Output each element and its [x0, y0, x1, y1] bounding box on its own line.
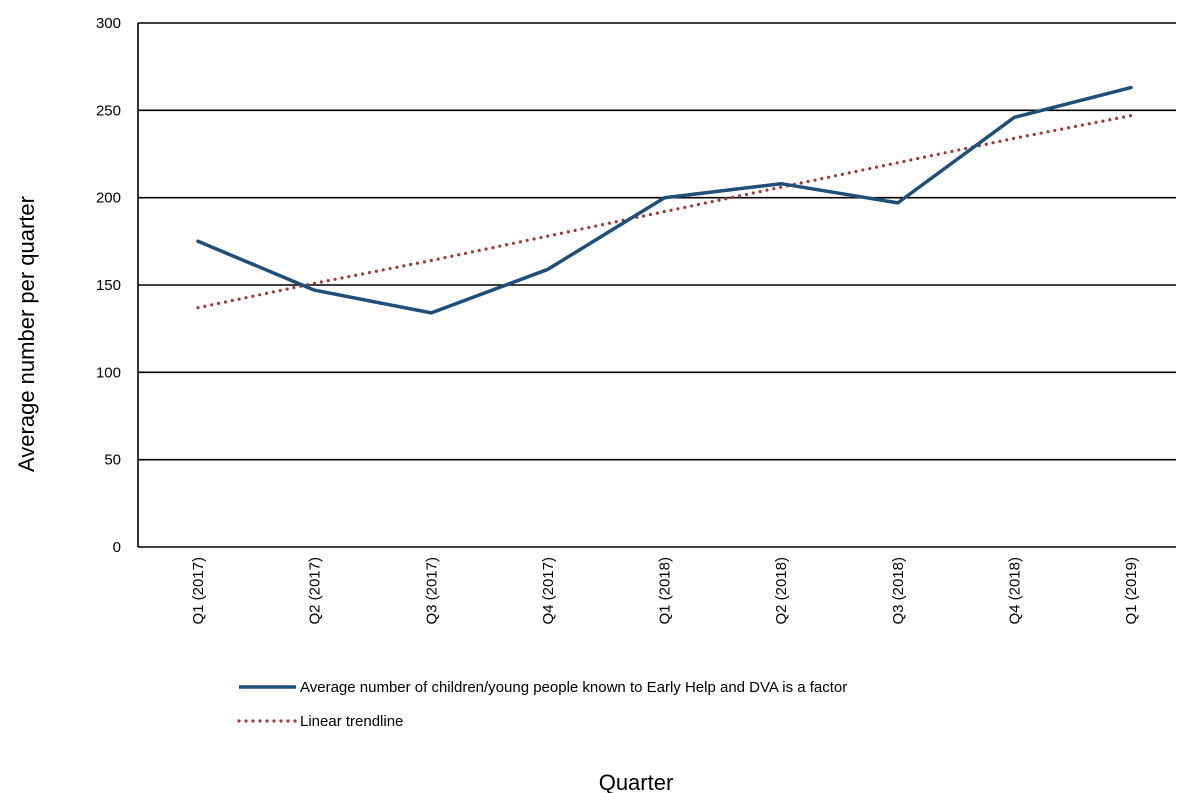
x-tick-label: Q2 (2017) [307, 557, 324, 625]
data-series-line [196, 85, 1133, 315]
y-tick-label: 150 [96, 277, 121, 294]
series-lines [196, 85, 1133, 315]
x-tick-label: Q1 (2019) [1123, 557, 1140, 625]
x-tick-label: Q2 (2018) [773, 557, 790, 625]
trendline-series [196, 113, 1133, 310]
y-tick-label: 250 [96, 102, 121, 119]
x-tick-label: Q4 (2018) [1006, 557, 1023, 625]
x-tick-label: Q3 (2017) [423, 557, 440, 625]
x-axis-title: Quarter [599, 770, 674, 793]
y-tick-label: 100 [96, 364, 121, 381]
x-tick-labels: Q1 (2017) Q2 (2017) Q3 (2017) Q4 (2017) Q1 (… [190, 557, 1140, 625]
legend-label-1: Average number of children/young people … [300, 679, 847, 696]
x-tick-label: Q3 (2018) [890, 557, 907, 625]
y-tick-label: 0 [113, 539, 121, 556]
y-tick-labels: 0 50 100 150 200 250 300 [96, 15, 121, 556]
gridlines [138, 22, 1176, 461]
y-axis-title: Average number per quarter [14, 196, 39, 472]
x-tick-label: Q4 (2017) [540, 557, 557, 625]
legend: Average number of children/young people … [237, 679, 847, 730]
legend-label-2: Linear trendline [300, 713, 403, 730]
x-tick-label: Q1 (2018) [657, 557, 674, 625]
axes [137, 23, 1176, 548]
y-tick-label: 50 [104, 452, 121, 469]
y-tick-label: 200 [96, 190, 121, 207]
y-tick-label: 300 [96, 15, 121, 32]
x-tick-label: Q1 (2017) [190, 557, 207, 625]
